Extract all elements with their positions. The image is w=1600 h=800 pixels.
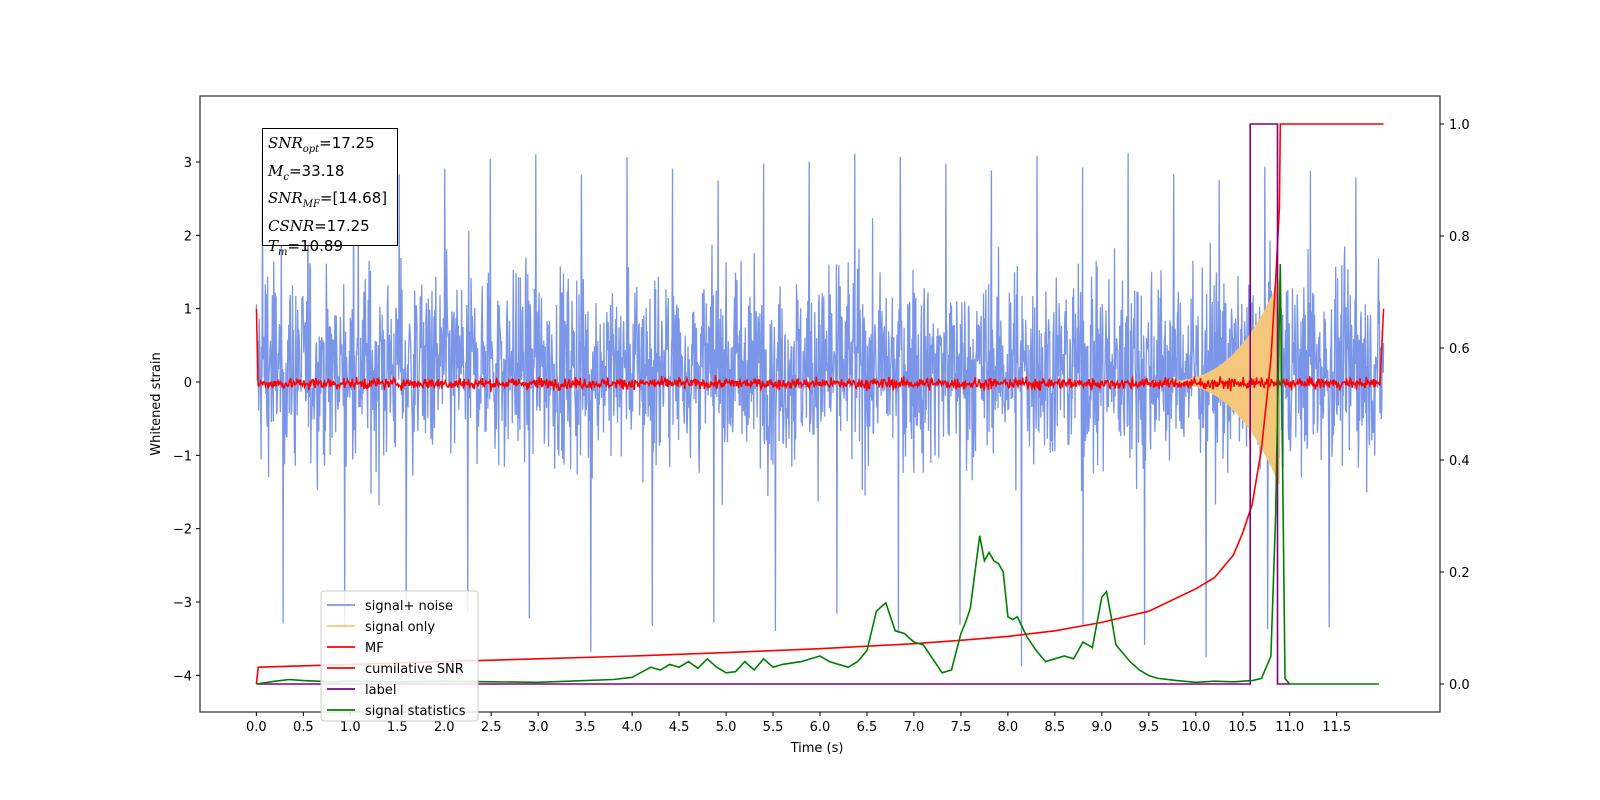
x-tick-label: 5.5 [763, 720, 784, 735]
series-mf [255, 308, 1385, 393]
y-right-tick-label: 0.0 [1449, 678, 1470, 693]
x-tick-label: 1.0 [340, 720, 361, 735]
x-tick-label: 2.0 [434, 720, 455, 735]
x-tick-label: 1.5 [387, 720, 408, 735]
x-tick-label: 10.5 [1228, 720, 1257, 735]
x-axis: 0.0 0.5 1.0 1.5 2.0 2.5 3.0 3.5 4.0 4.5 5.0 5.5 6.0 6… [246, 712, 1351, 735]
x-tick-label: 11.5 [1322, 720, 1351, 735]
series-layer [255, 123, 1385, 685]
y-right-tick-label: 0.8 [1449, 230, 1470, 245]
mc-row: Mc=33.18 [268, 161, 345, 183]
x-tick-label: 6.0 [810, 720, 831, 735]
x-tick-label: 8.5 [1045, 720, 1066, 735]
x-tick-label: 9.5 [1138, 720, 1159, 735]
x-tick-label: 11.0 [1275, 720, 1304, 735]
x-axis-label: Time (s) [790, 741, 844, 756]
y-tick-label: 3 [184, 156, 192, 171]
legend-label: signal+ noise [365, 599, 453, 614]
x-tick-label: 5.0 [716, 720, 737, 735]
y-tick-label: −3 [173, 596, 192, 611]
legend: signal+ noise signal only MF cumilative SNR… [320, 590, 479, 722]
series-signal-statistics [256, 263, 1379, 685]
x-tick-label: 7.0 [904, 720, 925, 735]
x-tick-label: 3.0 [528, 720, 549, 735]
x-tick-label: 8.0 [998, 720, 1019, 735]
x-tick-label: 9.0 [1091, 720, 1112, 735]
y-tick-label: −4 [173, 669, 192, 684]
x-tick-label: 7.5 [951, 720, 972, 735]
y-axis-left: −4 −3 −2 −1 0 1 2 3 [173, 156, 200, 684]
y-axis-right: 0.0 0.2 0.4 0.6 0.8 1.0 [1440, 118, 1470, 693]
legend-label: label [365, 683, 396, 698]
y-right-tick-label: 1.0 [1449, 118, 1470, 133]
x-tick-label: 6.5 [857, 720, 878, 735]
legend-label: cumilative SNR [365, 662, 464, 677]
x-tick-label: 0.0 [246, 720, 267, 735]
snr-mf-row: SNRMF=[14.68] [268, 189, 388, 210]
x-tick-label: 4.5 [669, 720, 690, 735]
y-right-tick-label: 0.4 [1449, 454, 1470, 469]
x-tick-label: 10.0 [1181, 720, 1210, 735]
y-right-tick-label: 0.2 [1449, 566, 1470, 581]
legend-label: signal statistics [365, 704, 466, 719]
x-tick-label: 4.0 [622, 720, 643, 735]
x-tick-label: 0.5 [293, 720, 314, 735]
y-tick-label: 1 [184, 303, 192, 318]
stats-annotation-box: SNRopt=17.25 Mc=33.18 SNRMF=[14.68] CSNR… [262, 128, 398, 258]
snr-opt-row: SNRopt=17.25 [268, 134, 375, 155]
legend-label: MF [365, 641, 384, 656]
x-tick-label: 2.5 [481, 720, 502, 735]
series-signal-noise [255, 150, 1385, 667]
y-right-tick-label: 0.6 [1449, 342, 1470, 357]
series-label [256, 123, 1290, 685]
y-tick-label: 2 [184, 229, 192, 244]
legend-label: signal only [365, 620, 435, 635]
y-tick-label: −1 [173, 449, 192, 464]
csnr-row: CSNR=17.25 [268, 216, 370, 235]
x-tick-label: 3.5 [575, 720, 596, 735]
y-tick-label: −2 [173, 523, 192, 538]
y-tick-label: 0 [184, 376, 192, 391]
series-cumilative-snr [255, 123, 1384, 685]
legend-frame [320, 590, 479, 722]
tm-row: Tm=10.89 [268, 237, 344, 258]
y-axis-label: Whitened strain [149, 352, 164, 455]
